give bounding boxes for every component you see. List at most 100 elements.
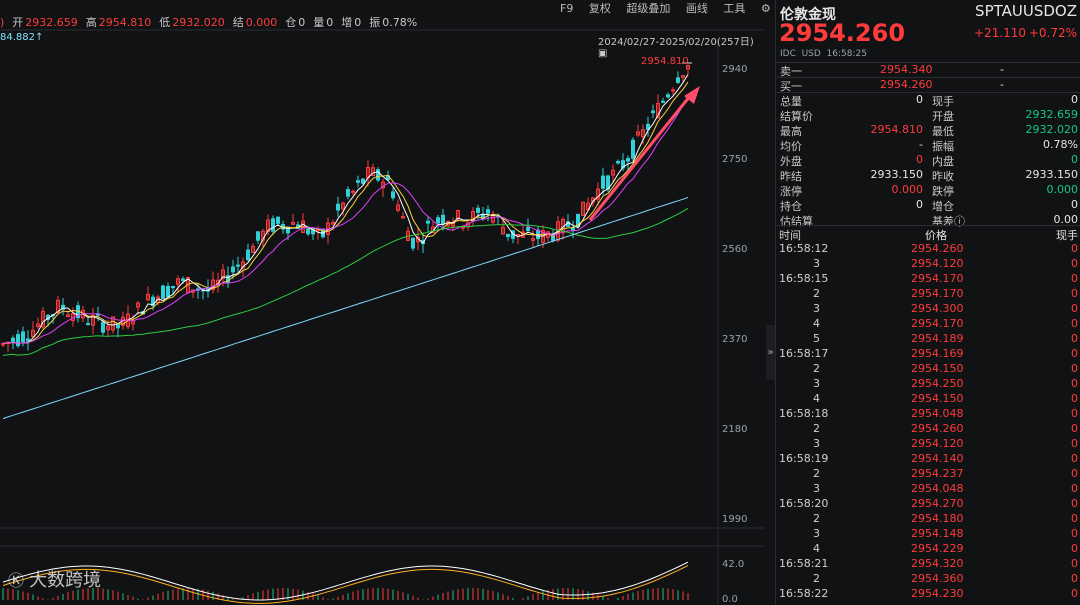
high-label: 高 bbox=[85, 16, 97, 29]
stat-value-2: 0 bbox=[1071, 93, 1078, 106]
tick-volume: 0 bbox=[1071, 542, 1078, 555]
date-range-label[interactable]: 2024/02/27-2025/02/20(257日) ▣ bbox=[598, 33, 765, 59]
stat-label-2: 现手 bbox=[932, 95, 954, 108]
divider bbox=[776, 62, 1080, 63]
super-overlay-button[interactable]: 超级叠加 bbox=[626, 2, 671, 15]
candle-body bbox=[91, 315, 95, 326]
stat-label-2: 开盘 bbox=[932, 110, 954, 123]
stat-label-2: 内盘 bbox=[932, 155, 954, 168]
candle-body bbox=[41, 310, 45, 328]
tick-time: 16:58:15 bbox=[779, 272, 829, 285]
calendar-icon[interactable]: ▣ bbox=[598, 48, 608, 59]
price-axis-2370: 2370 bbox=[722, 334, 748, 345]
tick-row: 4 2954.170 0 bbox=[779, 317, 1078, 332]
tick-price: 2954.237 bbox=[911, 467, 964, 480]
stats-row: 总量 0 现手 0 bbox=[780, 93, 1078, 108]
tick-volume: 0 bbox=[1071, 332, 1078, 345]
stat-label-2: 基差ⓘ bbox=[932, 215, 965, 228]
tick-price: 2954.120 bbox=[911, 437, 964, 450]
stat-label-2: 跌停 bbox=[932, 185, 954, 198]
restore-rights-button[interactable]: 复权 bbox=[588, 2, 611, 15]
f9-button[interactable]: F9 bbox=[560, 2, 574, 15]
candle-body bbox=[391, 191, 395, 199]
ticks-header-volume: 现手 bbox=[1056, 229, 1078, 242]
tick-volume: 0 bbox=[1071, 437, 1078, 450]
kline-chart-area[interactable]: ) 开 2932.659 高 2954.810 低 2932.020 结 0.000 仓 0 量 0 增 0… bbox=[0, 0, 787, 605]
tick-row: 2 2954.237 0 bbox=[779, 467, 1078, 482]
tick-row: 16:58:19 2954.140 0 bbox=[779, 452, 1078, 467]
stat-value-2: 0.78% bbox=[1043, 138, 1078, 151]
tick-price: 2954.170 bbox=[911, 287, 964, 300]
stat-label: 持仓 bbox=[780, 200, 802, 213]
tick-volume: 0 bbox=[1071, 527, 1078, 540]
candle-body bbox=[166, 285, 170, 298]
price-change-pct: +0.72% bbox=[1028, 26, 1077, 40]
candle-body bbox=[221, 269, 225, 279]
candle-body bbox=[636, 131, 640, 136]
candle-body bbox=[686, 64, 690, 70]
tick-volume: 0 bbox=[1071, 272, 1078, 285]
tools-button[interactable]: 工具 bbox=[723, 2, 746, 15]
candle-body bbox=[116, 324, 120, 329]
stat-label: 昨结 bbox=[780, 170, 802, 183]
candle-body bbox=[656, 103, 660, 119]
tick-volume: 0 bbox=[1071, 302, 1078, 315]
candle-body bbox=[146, 293, 150, 301]
candle-body bbox=[476, 207, 480, 213]
settings-icon[interactable]: ⚙ bbox=[760, 2, 771, 15]
tick-row: 16:58:21 2954.320 0 bbox=[779, 557, 1078, 572]
tick-price: 2954.120 bbox=[911, 257, 964, 270]
candle-body bbox=[346, 188, 350, 197]
date-range-text: 2024/02/27-2025/02/20(257日) bbox=[598, 37, 754, 48]
stats-row: 均价 - 振幅 0.78% bbox=[780, 138, 1078, 153]
collapse-panel-toggle[interactable]: » bbox=[766, 325, 775, 380]
draw-line-button[interactable]: 画线 bbox=[685, 2, 708, 15]
ma-line bbox=[2, 81, 689, 344]
candle-body bbox=[106, 325, 110, 331]
tick-row: 3 2954.120 0 bbox=[779, 257, 1078, 272]
stat-value-2: 0 bbox=[1071, 198, 1078, 211]
tick-price: 2954.260 bbox=[911, 422, 964, 435]
tick-price: 2954.229 bbox=[911, 542, 964, 555]
tick-price: 2954.048 bbox=[911, 407, 964, 420]
tick-price: 2954.148 bbox=[911, 527, 964, 540]
tick-volume: 0 bbox=[1071, 317, 1078, 330]
candle-body bbox=[111, 316, 115, 331]
tick-row: 4 2954.150 0 bbox=[779, 392, 1078, 407]
ask-label: 卖一 bbox=[780, 65, 802, 78]
tick-time: 16:58:21 bbox=[779, 557, 829, 570]
tick-time: 16:58:12 bbox=[779, 242, 829, 255]
tick-row: 5 2954.189 0 bbox=[779, 332, 1078, 347]
candle-body bbox=[271, 218, 275, 232]
inc-label: 增 bbox=[341, 16, 353, 29]
divider bbox=[776, 92, 1080, 93]
candle-body bbox=[171, 285, 175, 289]
tick-price: 2954.150 bbox=[911, 392, 964, 405]
price-axis-1990: 1990 bbox=[722, 514, 748, 525]
candle-body bbox=[491, 214, 495, 223]
candle-body bbox=[1, 343, 5, 346]
kline-chart[interactable] bbox=[0, 0, 765, 604]
candle-body bbox=[671, 89, 675, 92]
candle-body bbox=[356, 180, 360, 183]
stat-label-2: 昨收 bbox=[932, 170, 954, 183]
candle-body bbox=[411, 237, 415, 249]
tick-row: 16:58:18 2954.048 0 bbox=[779, 407, 1078, 422]
chevron-right-icon[interactable]: › bbox=[782, 2, 787, 15]
candle-body bbox=[11, 337, 15, 343]
candle-body bbox=[441, 214, 445, 225]
stat-value-2: 0.00 bbox=[1053, 213, 1079, 226]
vol-label: 量 bbox=[313, 16, 325, 29]
tick-time: 2 bbox=[813, 467, 820, 480]
candle-body bbox=[101, 321, 105, 333]
quote-panel: 伦敦金现 SPTAUUSDOZ 2954.260 +21.110 +0.72% … bbox=[775, 0, 1080, 604]
candle-body bbox=[266, 219, 270, 233]
watermark-text: 大数跨境 bbox=[29, 570, 102, 591]
moving-averages-group bbox=[2, 74, 689, 420]
tick-price: 2954.170 bbox=[911, 317, 964, 330]
tick-row: 2 2954.170 0 bbox=[779, 287, 1078, 302]
ma-line bbox=[2, 197, 689, 420]
chart-toolbar: F9 复权 超级叠加 画线 工具 ⚙ › bbox=[560, 0, 799, 16]
tick-price: 2954.048 bbox=[911, 482, 964, 495]
stats-row: 外盘 0 内盘 0 bbox=[780, 153, 1078, 168]
